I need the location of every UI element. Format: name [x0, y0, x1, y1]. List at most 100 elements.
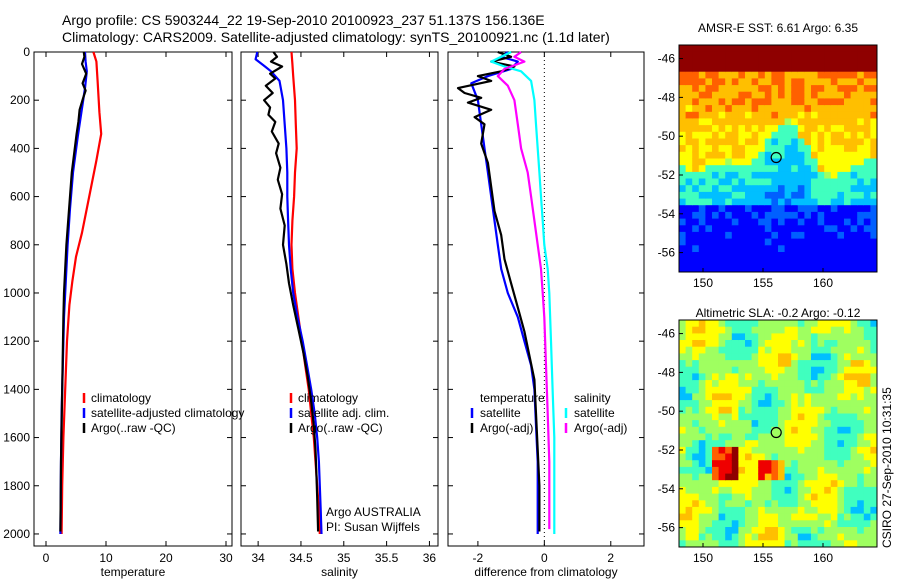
map-cell [698, 540, 706, 547]
map-cell [830, 45, 838, 53]
map-cell [738, 245, 746, 253]
map-cell [811, 440, 819, 448]
map-cell [764, 105, 772, 113]
map-cell [797, 406, 805, 415]
map-cell [797, 191, 805, 200]
map-cell [863, 238, 871, 246]
map-cell [771, 78, 779, 86]
map-cell [679, 98, 687, 106]
map-cell [817, 466, 825, 475]
map-cell [731, 453, 739, 461]
map-cell [778, 360, 786, 368]
map-cell [758, 231, 766, 240]
map-cell [870, 105, 877, 113]
map-cell [778, 238, 786, 246]
map-cell [771, 386, 779, 395]
map-cell [685, 453, 693, 461]
map-cell [751, 211, 759, 220]
map-cell [850, 400, 858, 408]
map-cell [824, 486, 832, 495]
x-tick-label: 34.5 [289, 551, 313, 565]
map-cell [712, 118, 720, 126]
map-cell [870, 131, 877, 140]
map-cell [705, 513, 713, 521]
map-cell [758, 360, 766, 368]
map-cell [830, 218, 838, 226]
map-frame [678, 319, 878, 548]
map-cell [778, 466, 786, 475]
map-cell [870, 533, 877, 541]
map-cell [698, 165, 706, 173]
x-axis-label: temperature [101, 565, 166, 579]
map-cell [745, 366, 753, 374]
map-cell [745, 406, 753, 415]
map-cell [692, 225, 700, 233]
map-cell [725, 151, 733, 160]
map-cell [804, 480, 812, 488]
map-cell [705, 400, 713, 408]
map-cell [712, 373, 720, 381]
map-cell [811, 373, 819, 381]
map-cell [844, 91, 852, 99]
map-cell [811, 178, 819, 186]
map-cell [712, 78, 720, 86]
map-cell [685, 400, 693, 408]
map-cell [718, 340, 726, 348]
csiro-timestamp: CSIRO 27-Sep-2010 10:31:35 [880, 387, 894, 548]
map-cell [824, 513, 832, 521]
map-cell [679, 360, 687, 368]
map-cell [791, 252, 799, 260]
map-cell [830, 191, 838, 200]
map-cell [857, 360, 865, 368]
map-cell [837, 480, 845, 488]
x-tick-label: -2 [473, 551, 484, 565]
map-cell [698, 265, 706, 272]
map-cell [863, 506, 871, 515]
map-cell [745, 393, 753, 401]
map-cell [705, 520, 713, 528]
map-cell [725, 480, 733, 488]
map-cell [850, 171, 858, 180]
map-cell [850, 58, 858, 66]
map-cell [771, 333, 779, 341]
map-cell [745, 527, 753, 535]
map-cell [817, 373, 825, 381]
map-cell [824, 353, 832, 361]
map-cell [731, 413, 739, 421]
map-cell [830, 205, 838, 213]
map-cell [745, 98, 753, 106]
map-cell [698, 105, 706, 113]
map-cell [863, 85, 871, 93]
map-cell [804, 218, 812, 226]
map-cell [718, 453, 726, 461]
map-cell [791, 413, 799, 421]
map-cell [738, 65, 746, 73]
map-cell [698, 98, 706, 106]
map-cell [797, 426, 805, 435]
map-cell [824, 527, 832, 535]
map-cell [731, 145, 739, 153]
map-cell [857, 446, 865, 455]
map-cell [764, 386, 772, 395]
map-cell [778, 211, 786, 220]
x-tick-label: 36 [423, 551, 437, 565]
map-cell [679, 138, 687, 146]
map-cell [764, 151, 772, 160]
map-cell [758, 225, 766, 233]
map-cell [679, 131, 687, 140]
map-cell [844, 118, 852, 126]
map-cell [679, 466, 687, 475]
x-tick-label: 30 [219, 551, 233, 565]
map-cell [817, 45, 825, 53]
map-cell [745, 473, 753, 481]
map-cell [804, 178, 812, 186]
map-cell [685, 131, 693, 140]
map-cell [797, 158, 805, 166]
legend-title: salinity [574, 391, 611, 405]
map-cell [784, 460, 792, 468]
map-cell [731, 258, 739, 266]
map-cell [830, 238, 838, 246]
map-cell [725, 185, 733, 193]
map-cell [791, 346, 799, 354]
map-cell [738, 238, 746, 246]
